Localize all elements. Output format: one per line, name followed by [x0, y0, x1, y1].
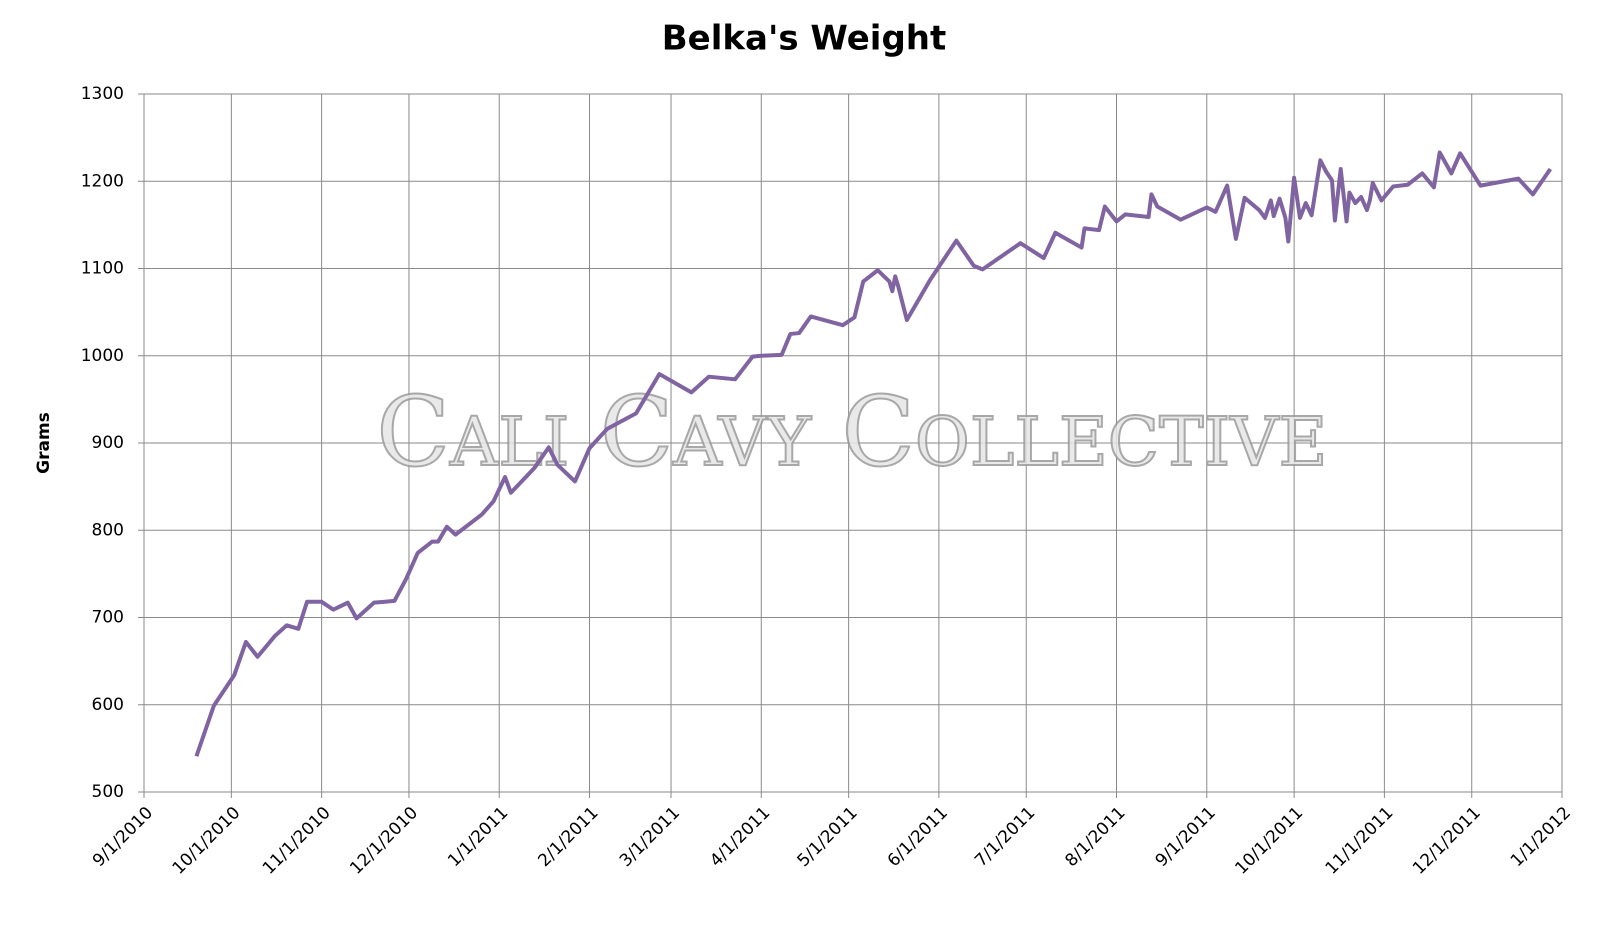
y-tick-label: 900 — [92, 433, 124, 453]
y-tick-label: 1300 — [81, 84, 124, 104]
x-tick-label: 9/1/2011 — [1152, 803, 1220, 871]
y-tick-label: 800 — [92, 520, 124, 540]
x-tick-label: 12/1/2011 — [1409, 803, 1485, 879]
x-tick-label: 5/1/2011 — [794, 803, 862, 871]
x-tick-label: 6/1/2011 — [884, 803, 952, 871]
x-tick-label: 8/1/2011 — [1061, 803, 1129, 871]
x-tick-label: 1/1/2012 — [1507, 803, 1575, 871]
y-tick-label: 1100 — [81, 259, 124, 279]
y-axis-label: Grams — [34, 412, 54, 474]
y-tick-label: 1200 — [81, 171, 124, 191]
x-tick-label: 7/1/2011 — [971, 803, 1039, 871]
x-tick-label: 2/1/2011 — [534, 803, 602, 871]
chart-title: Belka's Weight — [662, 19, 946, 59]
y-tick-label: 600 — [92, 695, 124, 715]
x-tick-label: 1/1/2011 — [444, 803, 512, 871]
x-tick-label: 11/1/2011 — [1322, 803, 1398, 879]
y-tick-label: 500 — [92, 782, 124, 802]
data-line — [194, 150, 1552, 757]
x-tick-label: 10/1/2010 — [169, 803, 245, 879]
watermark: Cali Cavy Collective — [377, 376, 1328, 488]
x-tick-label: 12/1/2010 — [346, 803, 422, 879]
x-tick-label: 10/1/2011 — [1231, 803, 1307, 879]
x-tick-label: 4/1/2011 — [706, 803, 774, 871]
y-tick-label: 1000 — [81, 346, 124, 366]
x-tick-label: 11/1/2010 — [259, 803, 335, 879]
x-tick-label: 9/1/2010 — [89, 803, 157, 871]
y-tick-label: 700 — [92, 608, 124, 628]
x-tick-label: 3/1/2011 — [616, 803, 684, 871]
